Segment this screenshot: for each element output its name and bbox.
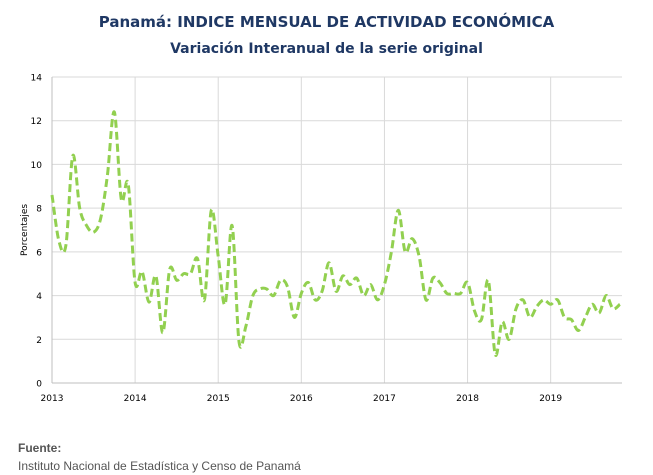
chart-title: Panamá: INDICE MENSUAL DE ACTIVIDAD ECON… (98, 13, 555, 31)
y-tick-label: 8 (36, 205, 42, 215)
y-tick-label: 6 (36, 248, 42, 258)
y-tick-label: 14 (31, 74, 43, 84)
y-tick-label: 2 (36, 336, 42, 346)
x-tick-label: 2015 (207, 394, 230, 404)
x-tick-label: 2018 (456, 394, 479, 404)
x-tick-label: 2014 (124, 394, 147, 404)
x-tick-label: 2017 (373, 394, 396, 404)
y-tick-label: 4 (36, 292, 42, 302)
y-tick-label: 0 (36, 380, 42, 390)
source-text: Instituto Nacional de Estadística y Cens… (18, 459, 301, 473)
y-axis-label: Porcentajes (20, 204, 30, 256)
x-tick-label: 2013 (41, 394, 64, 404)
x-tick-label: 2019 (539, 394, 562, 404)
chart-subtitle: Variación Interanual de la serie origina… (170, 41, 483, 57)
series-line (50, 110, 621, 357)
x-tick-label: 2016 (290, 394, 313, 404)
y-tick-label: 12 (31, 117, 42, 127)
source-label: Fuente: (18, 441, 62, 455)
y-tick-label: 10 (31, 161, 43, 171)
